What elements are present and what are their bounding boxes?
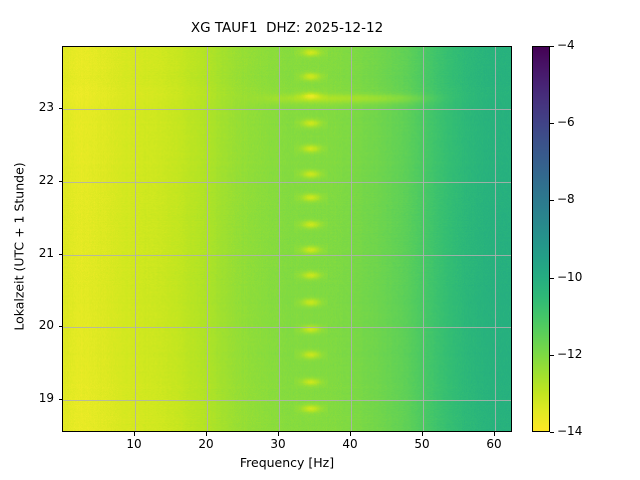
y-tick-label: 22 (38, 172, 54, 187)
y-tick-mark (58, 399, 62, 401)
gridline-vertical (351, 47, 352, 431)
gridline-horizontal (63, 108, 511, 110)
y-tick-label: 21 (38, 245, 54, 260)
x-tick-label: 40 (342, 437, 358, 451)
colorbar-tick-label: −4 (557, 38, 575, 52)
y-tick-label: 20 (38, 318, 54, 333)
x-tick-mark (494, 432, 495, 436)
colorbar-tick-label: −14 (557, 424, 583, 438)
x-tick-mark (350, 432, 351, 436)
x-tick-mark (422, 432, 423, 436)
y-axis-label: Lokalzeit (UTC + 1 Stunde) (11, 162, 27, 331)
x-tick-label: 20 (198, 437, 214, 451)
colorbar-tick-label: −10 (557, 269, 583, 284)
colorbar-tick-mark (550, 46, 554, 47)
y-tick-mark (58, 107, 62, 109)
x-tick-mark (206, 432, 207, 436)
x-tick-mark (278, 432, 279, 436)
y-tick-mark (58, 253, 62, 255)
x-tick-label: 30 (270, 437, 286, 451)
gridline-vertical (279, 47, 280, 431)
x-axis-label: Frequency [Hz] (239, 455, 335, 470)
spectrogram-image (63, 47, 511, 431)
gridline-vertical (135, 47, 136, 431)
gridline-vertical (207, 47, 208, 431)
colorbar-tick-label: −12 (557, 346, 583, 361)
gridline-horizontal (63, 181, 511, 183)
colorbar-tick-mark (550, 354, 554, 356)
colorbar-tick-label: −6 (557, 115, 575, 130)
y-tick-label: 19 (38, 391, 54, 406)
colorbar[interactable] (532, 46, 550, 432)
colorbar-tick-mark (550, 200, 554, 202)
gridline-horizontal (63, 400, 511, 402)
y-tick-mark (58, 326, 62, 328)
colorbar-gradient (533, 47, 549, 431)
colorbar-tick-mark (550, 123, 554, 125)
gridline-horizontal (63, 254, 511, 256)
colorbar-tick-label: −8 (557, 192, 575, 207)
gridline-vertical (423, 47, 424, 431)
x-tick-label: 10 (126, 437, 142, 451)
gridline-horizontal (63, 327, 511, 329)
x-tick-label: 60 (486, 437, 502, 451)
y-tick-label: 23 (38, 99, 54, 114)
x-tick-label: 50 (414, 437, 430, 451)
colorbar-tick-mark (550, 277, 554, 279)
y-tick-mark (58, 180, 62, 182)
spectrogram-axes[interactable] (62, 46, 512, 432)
page-title: XG TAUF1 DHZ: 2025-12-12 (190, 20, 384, 36)
colorbar-tick-mark (550, 432, 554, 433)
gridline-vertical (495, 47, 496, 431)
x-tick-mark (134, 432, 135, 436)
